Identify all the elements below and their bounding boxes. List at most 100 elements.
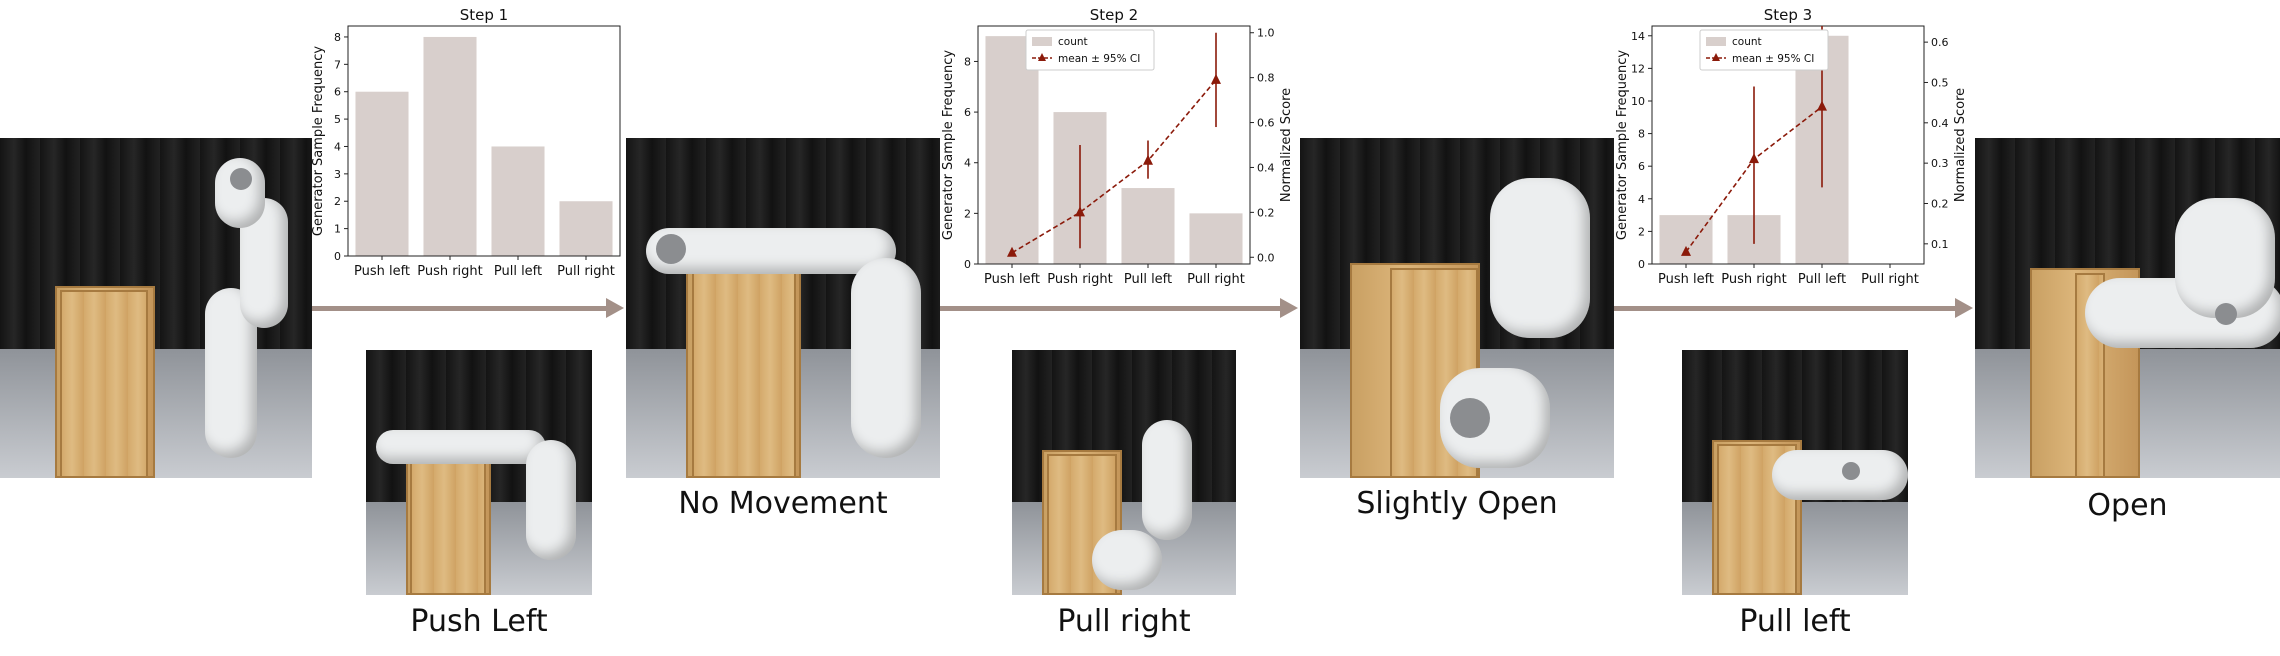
y-tick-label: 2 (334, 195, 341, 208)
x-tick-label: Pull left (1124, 272, 1172, 287)
cabinet-door (692, 262, 796, 478)
chart-title: Step 1 (460, 6, 508, 24)
robot-joint (2215, 303, 2237, 325)
legend-box (1025, 29, 1155, 71)
legend-swatch-count (1706, 37, 1726, 46)
mean-marker (1211, 73, 1221, 84)
y2-tick-label: 0.1 (1931, 238, 1949, 251)
x-tick-label: Push left (1658, 272, 1714, 287)
y-tick-label: 7 (334, 58, 341, 71)
y-tick-label: 8 (334, 31, 341, 44)
bar (1121, 188, 1175, 264)
robot-arm (1772, 450, 1908, 500)
legend-swatch-count (1032, 37, 1052, 46)
mean-marker (1749, 153, 1759, 164)
robot-arm-lower (1092, 530, 1162, 590)
robot-arm (646, 228, 896, 274)
y-axis-label: Generator Sample Frequency (311, 46, 326, 236)
x-tick-label: Push right (417, 264, 483, 279)
y-tick-label: 8 (1638, 128, 1645, 141)
y2-axis-label: Normalized Score (1953, 88, 1968, 202)
state-photo-no-movement (626, 138, 940, 478)
y-tick-label: 6 (1638, 160, 1645, 173)
state-caption-open: Open (2087, 488, 2168, 523)
y-tick-label: 10 (1631, 95, 1645, 108)
series-line (1011, 79, 1217, 254)
floor (0, 348, 312, 478)
legend-label-mean: mean ± 95% CI (1732, 53, 1814, 65)
y2-tick-label: 0.2 (1931, 197, 1949, 210)
action-photo-push-left (366, 350, 592, 595)
legend-label-count: count (1058, 36, 1088, 48)
state-caption-no-movement: No Movement (678, 486, 888, 521)
y-tick-label: 5 (334, 113, 341, 126)
action-caption-pull-left: Pull left (1739, 604, 1851, 639)
robot-joint (1450, 398, 1490, 438)
robot-joint (1842, 462, 1860, 480)
transition-arrow-2 (940, 306, 1282, 311)
y2-tick-label: 0.6 (1257, 117, 1275, 130)
chart-step-2: Step 2 0 2 4 6 8 Push left Push right Pull left P… (941, 6, 1294, 287)
y-tick-label: 12 (1631, 62, 1645, 75)
robot-arm-upper (1142, 420, 1192, 540)
y-tick-label: 4 (1638, 193, 1645, 206)
robot-base (2175, 198, 2275, 318)
plot-frame (977, 25, 1251, 265)
y-tick-label: 0 (1638, 258, 1645, 271)
bar (355, 91, 409, 256)
robot-joint (230, 168, 252, 190)
y-tick-label: 2 (1638, 225, 1645, 238)
cabinet-door (1047, 454, 1117, 595)
chart-step-1: Step 1 0 1 2 3 4 5 6 7 8 Push left Push right Pull l… (311, 6, 621, 279)
x-tick-label: Pull right (1861, 272, 1919, 287)
y2-tick-label: 0.6 (1931, 36, 1949, 49)
legend-marker (1038, 53, 1046, 61)
y-tick-label: 0 (964, 258, 971, 271)
bar (1659, 215, 1713, 264)
y-tick-label: 3 (334, 168, 341, 181)
cabinet-door (60, 290, 148, 478)
x-tick-label: Push left (984, 272, 1040, 287)
arrow-head-icon (1280, 298, 1298, 318)
chart-title: Step 2 (1090, 6, 1138, 24)
y-tick-label: 8 (964, 55, 971, 68)
mean-marker (1143, 154, 1153, 165)
bar (559, 201, 613, 256)
y2-tick-label: 0.3 (1931, 157, 1949, 170)
action-photo-pull-right (1012, 350, 1236, 595)
y-tick-label: 0 (334, 250, 341, 263)
action-caption-pull-right: Pull right (1057, 604, 1191, 639)
y2-tick-label: 0.5 (1931, 76, 1949, 89)
y-axis-label: Generator Sample Frequency (941, 50, 956, 240)
mean-marker (1681, 245, 1691, 256)
state-photo-initial (0, 138, 312, 478)
x-tick-label: Pull left (1798, 272, 1846, 287)
state-photo-open (1975, 138, 2280, 478)
transition-arrow-3 (1614, 306, 1957, 311)
mean-marker (1817, 100, 1827, 111)
legend-marker (1712, 53, 1720, 61)
robot-arm-upper (1490, 178, 1590, 338)
x-tick-label: Pull left (494, 264, 542, 279)
y-tick-label: 14 (1631, 30, 1645, 43)
y-tick-label: 6 (334, 86, 341, 99)
bar (985, 36, 1039, 265)
cabinet-door (410, 448, 486, 595)
state-photo-slightly-open (1300, 138, 1614, 478)
y2-axis-label: Normalized Score (1279, 88, 1294, 202)
y-tick-label: 2 (964, 207, 971, 220)
x-tick-label: Pull right (1187, 272, 1245, 287)
mean-marker (1007, 246, 1017, 257)
legend-label-count: count (1732, 36, 1762, 48)
x-tick-label: Push right (1721, 272, 1787, 287)
action-photo-pull-left (1682, 350, 1908, 595)
plot-frame (347, 25, 621, 257)
y-tick-label: 1 (334, 223, 341, 236)
y2-tick-label: 0.2 (1257, 206, 1275, 219)
x-tick-label: Push right (1047, 272, 1113, 287)
chart-title: Step 3 (1764, 6, 1812, 24)
x-tick-label: Pull right (557, 264, 615, 279)
legend-label-mean: mean ± 95% CI (1058, 53, 1140, 65)
robot-base (851, 258, 921, 458)
chart-step-3: Step 3 0 2 4 6 8 10 12 14 Push left Push right Pull… (1615, 6, 1968, 287)
